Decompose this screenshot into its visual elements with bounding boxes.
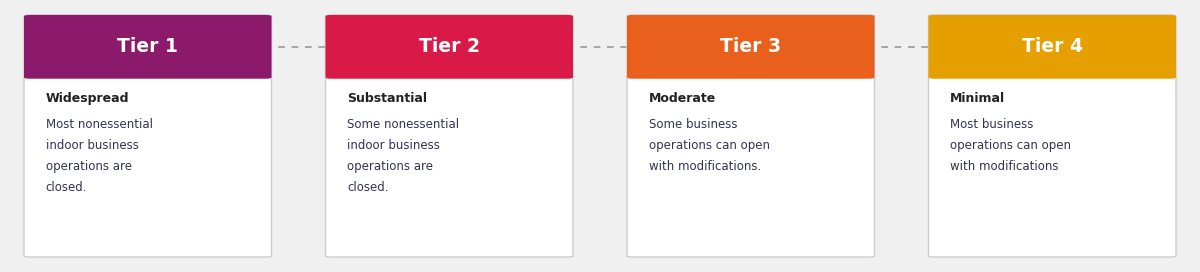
Text: Most nonessential
indoor business
operations are
closed.: Most nonessential indoor business operat… <box>46 118 152 194</box>
FancyBboxPatch shape <box>24 15 271 257</box>
Text: Some nonessential
indoor business
operations are
closed.: Some nonessential indoor business operat… <box>347 118 460 194</box>
FancyBboxPatch shape <box>24 15 271 79</box>
Text: Tier 4: Tier 4 <box>1021 37 1082 56</box>
FancyBboxPatch shape <box>929 15 1176 257</box>
FancyBboxPatch shape <box>628 15 875 257</box>
FancyBboxPatch shape <box>628 15 875 79</box>
Bar <box>935 47 1170 77</box>
Bar <box>634 47 869 77</box>
FancyBboxPatch shape <box>325 15 574 79</box>
Text: Most business
operations can open
with modifications: Most business operations can open with m… <box>950 118 1072 173</box>
Text: Tier 2: Tier 2 <box>419 37 480 56</box>
Text: Tier 3: Tier 3 <box>720 37 781 56</box>
Bar <box>331 47 568 77</box>
Text: Some business
operations can open
with modifications.: Some business operations can open with m… <box>649 118 769 173</box>
Text: Widespread: Widespread <box>46 92 130 105</box>
Text: Substantial: Substantial <box>347 92 427 105</box>
Text: Minimal: Minimal <box>950 92 1006 105</box>
Text: Moderate: Moderate <box>649 92 716 105</box>
FancyBboxPatch shape <box>929 15 1176 79</box>
Bar <box>30 47 265 77</box>
Text: Tier 1: Tier 1 <box>118 37 178 56</box>
FancyBboxPatch shape <box>325 15 574 257</box>
